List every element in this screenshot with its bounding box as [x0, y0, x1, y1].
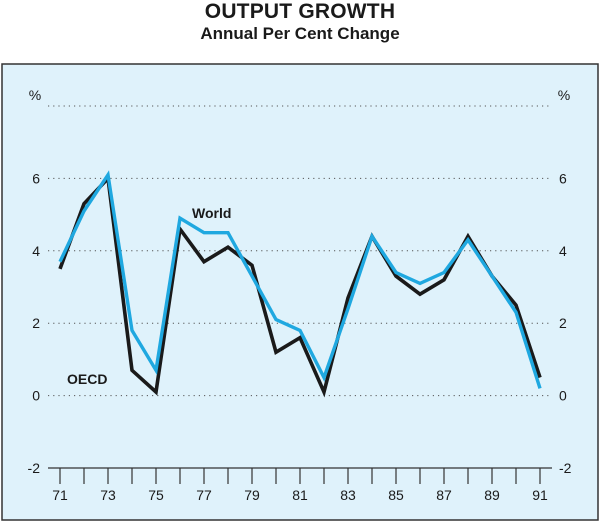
x-tick-label: 91: [532, 487, 548, 503]
y-ticks: -2 -2 0 0 2 2 4 4 6 6: [28, 170, 572, 476]
y-tick-label-right: 0: [559, 388, 567, 404]
y-axis-unit-right: %: [558, 87, 570, 103]
series-line-world: [58, 170, 542, 389]
x-tick-label: 85: [388, 487, 404, 503]
x-tick-label: 75: [148, 487, 164, 503]
series-lines: [58, 170, 542, 398]
x-tick-label: 83: [340, 487, 356, 503]
x-tick-label: 89: [484, 487, 500, 503]
y-tick-label-right: 4: [559, 243, 567, 259]
y-tick-label-left: 0: [32, 388, 40, 404]
y-tick-label-left: -2: [28, 460, 41, 476]
x-tick-label: 87: [436, 487, 452, 503]
x-tick-label: 77: [196, 487, 212, 503]
y-tick-label-left: 2: [32, 315, 40, 331]
x-tick-label: 81: [292, 487, 308, 503]
chart-title: OUTPUT GROWTH: [204, 0, 396, 23]
plot-frame: [1, 63, 599, 521]
oecd-annotation: OECD: [67, 371, 107, 387]
y-tick-label-right: -2: [559, 460, 572, 476]
x-ticks: 71 73 75 77 79 81 83 85 87 89 91: [52, 468, 548, 503]
y-tick-label-left: 6: [32, 170, 40, 186]
x-tick-label: 73: [100, 487, 116, 503]
chart-subtitle: Annual Per Cent Change: [200, 24, 400, 43]
x-tick-label: 79: [244, 487, 260, 503]
y-axis-unit-left: %: [29, 87, 41, 103]
y-tick-label-left: 4: [32, 243, 40, 259]
y-tick-label-right: 2: [559, 315, 567, 331]
y-tick-label-right: 6: [559, 170, 567, 186]
x-tick-label: 71: [52, 487, 68, 503]
world-annotation: World: [192, 205, 231, 221]
